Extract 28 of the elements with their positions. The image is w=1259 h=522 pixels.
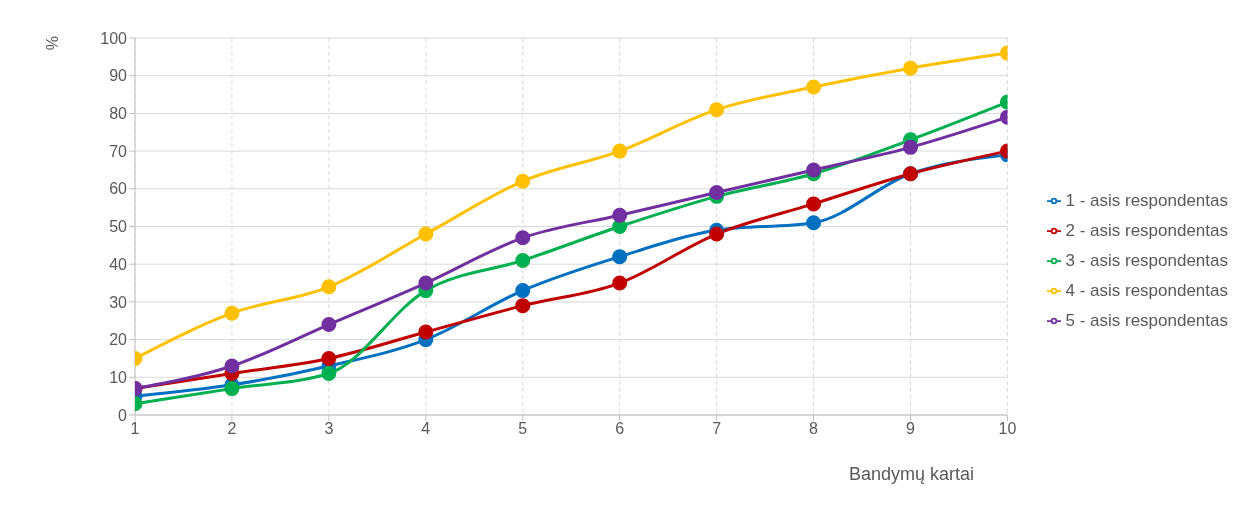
y-tick-label: 70 [109,142,128,160]
legend-label: 1 - asis respondentas [1065,190,1228,210]
y-tick-label: 90 [109,67,128,85]
y-tick-label: 50 [109,218,128,236]
y-tick-label: 60 [109,180,128,198]
legend-label: 4 - asis respondentas [1065,280,1228,300]
y-tick-label: 40 [109,255,128,273]
legend-label: 3 - asis respondentas [1065,250,1228,270]
y-tick-label: 10 [109,368,128,386]
y-axis-title: % [44,35,61,51]
x-tick-label: 8 [809,420,819,438]
y-tick-label: 100 [100,29,128,47]
y-tick-label: 20 [109,331,128,349]
x-tick-label: 9 [906,420,916,438]
x-tick-label: 1 [130,420,140,438]
y-tick-label: 0 [118,406,128,424]
y-tick-label: 80 [109,105,128,123]
x-tick-label: 2 [227,420,237,438]
legend-label: 5 - asis respondentas [1065,310,1228,330]
x-tick-label: 5 [518,420,528,438]
x-tick-label: 4 [421,420,431,438]
x-tick-label: 10 [998,420,1017,438]
y-tick-label: 30 [109,293,128,311]
x-tick-label: 6 [615,420,625,438]
x-tick-label: 3 [324,420,334,438]
x-axis-title: Bandymų kartai [848,464,975,484]
x-tick-label: 7 [712,420,722,438]
legend-label: 2 - asis respondentas [1065,220,1228,240]
